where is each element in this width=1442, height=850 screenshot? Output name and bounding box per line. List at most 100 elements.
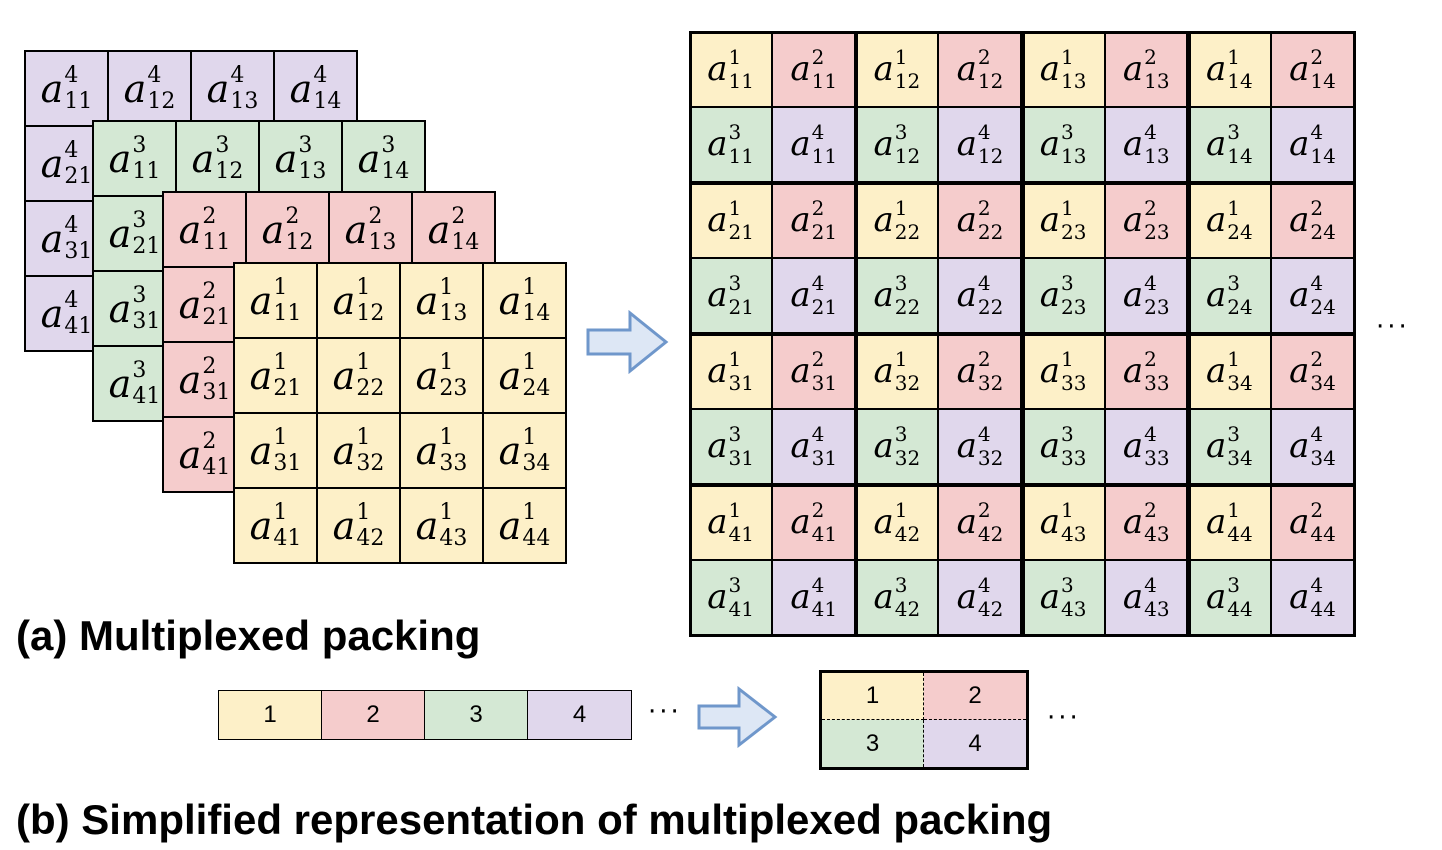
entry-layer-index: 2: [811, 44, 825, 69]
entry-position-index: 22: [894, 219, 921, 244]
packed-cell: a 3 23: [1021, 257, 1105, 333]
entry-symbol: a: [40, 141, 64, 186]
entry-layer-index: 4: [977, 120, 991, 145]
packed-cell: a 3 12: [855, 106, 939, 182]
entry-position-index: 22: [356, 375, 385, 401]
entry-layer-index: 4: [977, 271, 991, 296]
entry-layer-index: 2: [202, 353, 217, 379]
entry-symbol: a: [956, 350, 977, 391]
entry-symbol: a: [261, 207, 285, 252]
packed-cell: a 2 42: [938, 484, 1022, 560]
entry-layer-index: 2: [977, 195, 991, 220]
packed-cell: a 2 32: [938, 333, 1022, 409]
entry-symbol: a: [873, 577, 894, 618]
entry-layer-index: 3: [728, 422, 742, 447]
matrix-entry: a 4 11: [790, 122, 837, 166]
packed-cell: a 3 41: [689, 559, 773, 635]
packed-cell: a 2 34: [1270, 333, 1354, 409]
packed-cell: a 2 12: [938, 31, 1022, 107]
entry-layer-index: 4: [1310, 573, 1324, 598]
entry-position-index: 33: [1060, 446, 1087, 471]
entry-layer-index: 4: [1144, 422, 1157, 447]
entry-symbol: a: [1289, 577, 1310, 618]
matrix-entry: a 4 13: [207, 64, 259, 113]
entry-layer-index: 2: [1310, 346, 1324, 371]
layer-cell: a 1 13: [400, 263, 483, 338]
packed-cell: a 1 22: [855, 182, 939, 258]
layer-cell: a 1 14: [483, 263, 566, 338]
matrix-entry: a 1 42: [333, 499, 385, 550]
packed-cell: a 3 34: [1187, 408, 1271, 484]
entry-symbol: a: [332, 353, 356, 398]
entry-layer-index: 1: [728, 44, 742, 69]
entry-layer-index: 1: [728, 497, 742, 522]
packed-cell: a 4 42: [938, 559, 1022, 635]
entry-position-index: 23: [1060, 219, 1087, 244]
entry-position-index: 32: [894, 446, 921, 471]
layer-cell: a 3 11: [93, 121, 176, 196]
entry-layer-index: 1: [1227, 346, 1240, 371]
entry-position-index: 13: [439, 300, 468, 326]
matrix-entry: a 3 13: [1040, 122, 1087, 166]
entry-symbol: a: [40, 291, 64, 336]
entry-symbol: a: [289, 66, 313, 111]
entry-layer-index: 1: [522, 274, 537, 300]
entry-symbol: a: [1039, 48, 1060, 89]
matrix-entry: a 1 41: [707, 500, 754, 544]
packed-cell: a 4 33: [1104, 408, 1188, 484]
entry-layer-index: 1: [356, 424, 371, 450]
entry-symbol: a: [1122, 124, 1144, 165]
entry-position-index: 24: [1310, 219, 1336, 244]
matrix-entry: a 4 12: [957, 122, 1004, 166]
entry-position-index: 22: [977, 295, 1004, 320]
matrix-entry: a 1 11: [707, 47, 754, 91]
entry-layer-index: 2: [1310, 44, 1324, 69]
entry-position-index: 21: [64, 163, 93, 189]
layer-cell: a 1 43: [400, 488, 483, 563]
packed-cell: a 2 14: [1270, 31, 1354, 107]
matrix-entry: a 1 44: [499, 501, 551, 550]
matrix-entry: a 1 13: [1040, 47, 1087, 91]
entry-layer-index: 4: [64, 287, 79, 313]
packed-cell: a 3 44: [1187, 559, 1271, 635]
packed-cell: a 1 43: [1021, 484, 1105, 560]
entry-position-index: 13: [1144, 68, 1170, 93]
entry-symbol: a: [956, 275, 977, 316]
matrix-entry: a 3 21: [707, 273, 754, 317]
entry-position-index: 14: [1227, 68, 1253, 93]
matrix-entry: a 4 41: [790, 575, 837, 619]
ellipsis-strip: ···: [648, 697, 682, 727]
entry-layer-index: 3: [1060, 120, 1074, 145]
entry-layer-index: 1: [356, 349, 371, 375]
matrix-entry: a 2 31: [179, 353, 231, 404]
matrix-entry: a 1 34: [1206, 349, 1253, 393]
layer-cell: a 2 14: [412, 192, 495, 267]
layer-cell: a 1 41: [234, 488, 317, 563]
entry-layer-index: 1: [439, 424, 454, 450]
entry-layer-index: 4: [313, 62, 328, 88]
entry-position-index: 42: [894, 521, 921, 546]
entry-symbol: a: [498, 428, 522, 473]
entry-symbol: a: [498, 278, 522, 323]
packed-cell: a 2 43: [1104, 484, 1188, 560]
matrix-entry: a 1 31: [250, 426, 302, 475]
entry-position-index: 23: [1144, 295, 1170, 320]
matrix-entry: a 4 41: [40, 287, 93, 338]
entry-symbol: a: [1122, 426, 1144, 467]
entry-symbol: a: [415, 503, 439, 548]
entry-layer-index: 1: [522, 424, 537, 450]
matrix-entry: a 1 24: [1206, 198, 1253, 242]
entry-symbol: a: [1289, 501, 1310, 542]
entry-layer-index: 4: [1144, 120, 1157, 145]
entry-symbol: a: [707, 577, 728, 618]
matrix-entry: a 1 41: [250, 501, 302, 550]
entry-symbol: a: [1205, 350, 1227, 391]
entry-layer-index: 4: [811, 120, 825, 145]
packed-cell: a 4 13: [1104, 106, 1188, 182]
entry-layer-index: 1: [356, 499, 371, 525]
entry-symbol: a: [1122, 577, 1144, 618]
matrix-entry: a 1 43: [415, 501, 468, 550]
